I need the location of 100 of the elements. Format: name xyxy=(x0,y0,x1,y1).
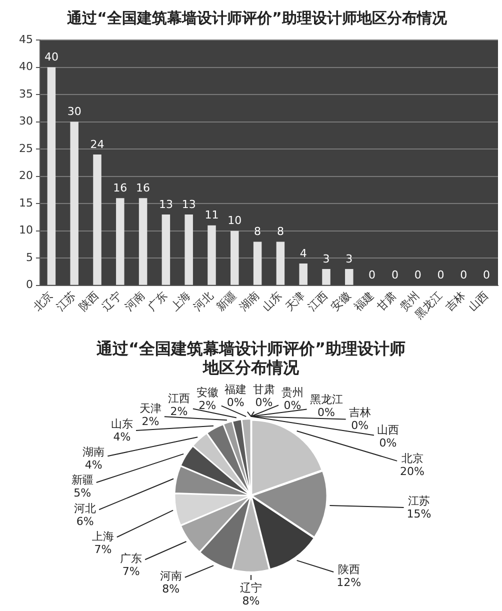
y-tick-label: 0 xyxy=(26,278,33,292)
x-tick-label: 湖南 xyxy=(236,288,262,314)
data-label: 2% xyxy=(142,415,160,428)
chart-title: 通过“全国建筑幕墙设计师评价”助理设计师地区分布情况 xyxy=(66,8,448,27)
x-tick-label: 新疆 xyxy=(214,288,239,314)
category-label: 黑龙江 xyxy=(310,393,343,406)
slice-label: 新疆 xyxy=(71,473,94,486)
slice-label: 北京 xyxy=(401,452,424,465)
bar xyxy=(230,230,239,285)
slice-label: 上海 xyxy=(92,530,114,544)
data-label: 4% xyxy=(84,458,102,472)
bar xyxy=(253,242,262,285)
slice-label: 江西 xyxy=(168,392,190,406)
data-label: 16 xyxy=(113,181,128,194)
x-tick-label: 甘肃 xyxy=(374,288,400,314)
y-tick-label: 45 xyxy=(18,32,33,46)
x-tick-label: 山东 xyxy=(260,288,285,314)
bar xyxy=(208,225,216,285)
data-label: 8% xyxy=(242,594,260,608)
slice-label: 广东 xyxy=(120,552,142,566)
data-label: 3 xyxy=(322,252,330,266)
x-tick-label: 河北 xyxy=(191,288,216,314)
slice-label: 湖南 xyxy=(82,445,105,458)
x-tick-label: 山西 xyxy=(466,288,491,314)
slice-label: 安徽 xyxy=(196,386,218,400)
x-tick-label: 北京 xyxy=(30,288,56,314)
bar xyxy=(70,122,78,285)
slice-label: 江苏 xyxy=(408,494,430,508)
data-label: 13 xyxy=(158,198,173,211)
data-label: 0 xyxy=(391,268,398,282)
bar xyxy=(184,214,193,285)
data-label: 0 xyxy=(437,268,444,282)
x-tick-label: 陕西 xyxy=(76,288,102,314)
category-label: 甘肃 xyxy=(252,383,275,396)
bar xyxy=(93,154,102,285)
data-label: 20% xyxy=(400,464,425,478)
data-label: 13 xyxy=(182,198,196,211)
y-tick-label: 30 xyxy=(18,114,33,128)
slice-label: 天津 xyxy=(139,402,162,416)
data-label: 0 xyxy=(460,268,468,282)
slice-label: 河北 xyxy=(74,502,96,515)
y-tick-label: 20 xyxy=(18,169,33,182)
data-label: 7% xyxy=(122,565,140,578)
text: 0% xyxy=(379,436,397,450)
data-label: 6% xyxy=(76,514,94,528)
y-tick-label: 25 xyxy=(18,142,33,155)
bar xyxy=(138,198,148,285)
data-label: 11 xyxy=(204,208,219,222)
data-label: 0 xyxy=(483,268,490,282)
data-label: 30 xyxy=(67,105,82,118)
x-tick-label: 福建 xyxy=(351,288,376,314)
data-label: 8 xyxy=(254,225,262,238)
text: 0% xyxy=(318,406,336,420)
data-label: 10 xyxy=(228,214,242,228)
category-label: 吉林 xyxy=(348,406,371,419)
x-tick-label: 吉林 xyxy=(443,288,468,314)
data-label: 12% xyxy=(336,576,362,590)
data-label: 24 xyxy=(90,138,104,151)
x-tick-label: 辽宁 xyxy=(100,288,124,314)
bar xyxy=(162,214,170,285)
bar xyxy=(322,268,330,285)
category-label: 山西 xyxy=(376,424,399,437)
data-label: 15% xyxy=(406,507,432,520)
x-tick-label: 天津 xyxy=(282,288,308,314)
slice-label: 辽宁 xyxy=(240,581,262,594)
bar xyxy=(116,198,124,285)
data-label: 8 xyxy=(276,225,284,238)
data-label: 0 xyxy=(414,268,422,282)
data-label: 3 xyxy=(346,252,353,266)
data-label: 7% xyxy=(94,543,112,556)
bar xyxy=(47,67,56,285)
slice-label: 山东 xyxy=(111,418,134,431)
chart-title: 通过“全国建筑幕墙设计师评价”助理设计师地区分布情况 xyxy=(95,338,406,377)
x-tick-label: 江西 xyxy=(306,288,330,314)
text: 0% xyxy=(226,396,244,410)
x-tick-label: 上海 xyxy=(168,288,193,314)
data-label: 8% xyxy=(162,582,180,596)
slice-label: 河南 xyxy=(160,570,182,583)
data-label: 5% xyxy=(74,486,92,500)
x-tick-label: 广东 xyxy=(145,288,170,314)
y-tick-label: 40 xyxy=(18,60,33,74)
x-tick-label: 江苏 xyxy=(54,288,78,314)
data-label: 4% xyxy=(113,430,131,444)
category-label: 贵州 xyxy=(282,386,304,399)
y-tick-label: 15 xyxy=(18,196,33,210)
data-label: 0 xyxy=(368,268,376,282)
category-label: 福建 xyxy=(224,383,247,396)
data-label: 40 xyxy=(44,50,58,64)
bar xyxy=(345,268,354,285)
y-tick-label: 35 xyxy=(18,87,33,100)
data-label: 16 xyxy=(136,181,150,194)
x-tick-label: 安徽 xyxy=(328,288,354,314)
text: 0% xyxy=(255,396,273,410)
y-tick-label: 5 xyxy=(26,250,33,264)
bar xyxy=(276,242,285,285)
data-label: 2% xyxy=(170,405,188,418)
slice-label: 陕西 xyxy=(338,563,360,576)
text: 0% xyxy=(351,418,369,432)
data-label: 2% xyxy=(198,399,216,412)
bar xyxy=(299,264,308,285)
